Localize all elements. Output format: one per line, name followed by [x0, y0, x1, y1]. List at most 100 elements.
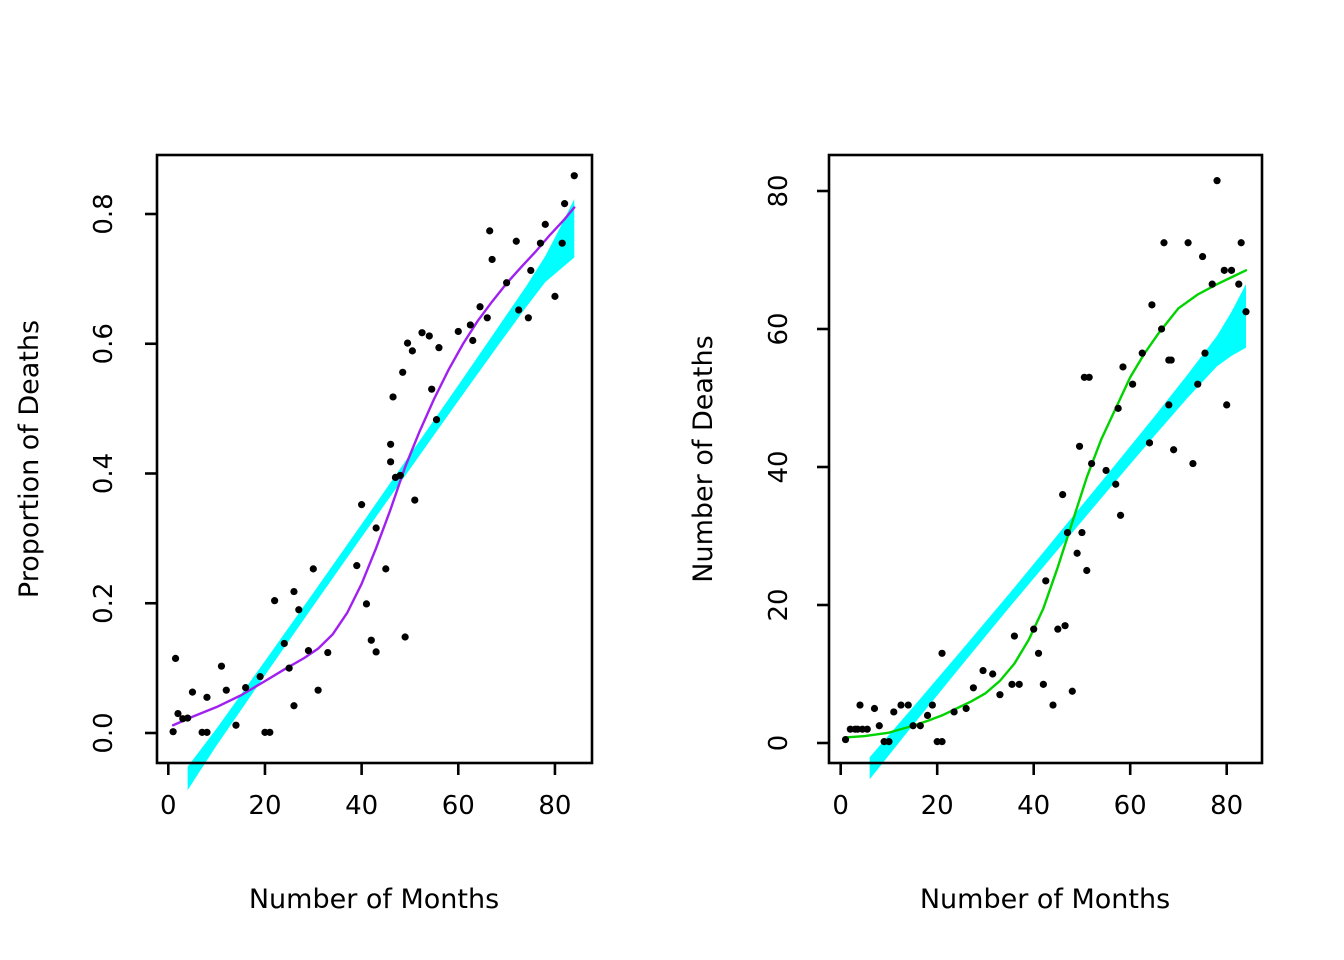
data-point	[1170, 446, 1178, 454]
x-tick-label: 40	[1017, 791, 1050, 821]
data-point	[1194, 380, 1202, 388]
data-point	[1223, 401, 1231, 409]
data-point	[1054, 625, 1062, 633]
data-point	[353, 562, 361, 570]
data-point	[399, 368, 407, 376]
data-point	[271, 597, 279, 605]
data-point	[904, 701, 912, 709]
x-tick-label: 20	[921, 791, 954, 821]
data-point	[885, 738, 893, 746]
data-point	[1227, 266, 1236, 274]
data-point	[396, 471, 404, 480]
left-y-axis-title: Proportion of Deaths	[14, 320, 45, 598]
data-point	[890, 708, 898, 716]
x-tick-label: 20	[248, 791, 281, 821]
left-panel: 0 20 40 60 80 0.0 0.2 0.4 0.6 0.8 Number of Month…	[14, 153, 594, 915]
data-point	[188, 688, 197, 696]
data-point	[1201, 349, 1209, 357]
data-point	[217, 662, 226, 670]
data-point	[1213, 177, 1221, 185]
data-point	[432, 416, 441, 424]
data-point	[290, 587, 298, 596]
data-point	[1198, 252, 1207, 261]
x-tick-label: 80	[538, 791, 571, 821]
data-point	[916, 722, 924, 730]
data-point	[1063, 528, 1072, 537]
x-tick-label: 60	[1114, 791, 1147, 821]
data-point	[1030, 625, 1038, 633]
data-point	[1010, 632, 1019, 640]
data-point	[570, 172, 578, 180]
data-point	[1148, 301, 1156, 309]
y-tick-label: 0.0	[89, 712, 119, 753]
data-point	[1075, 442, 1084, 450]
data-point	[372, 524, 380, 532]
data-point	[1242, 308, 1250, 316]
smooth-fit	[844, 269, 1248, 739]
data-point	[372, 648, 380, 656]
right-y-axis-title: Number of Deaths	[688, 335, 719, 582]
data-point	[358, 501, 366, 509]
data-point	[1083, 566, 1091, 575]
data-point	[541, 220, 549, 228]
left-plot-area: 0 20 40 60 80 0.0 0.2 0.4 0.6 0.8	[89, 153, 594, 821]
data-point	[856, 701, 864, 709]
data-point	[387, 458, 395, 466]
data-point	[171, 654, 180, 662]
data-point	[1102, 466, 1110, 475]
data-point	[1068, 687, 1076, 695]
data-point	[938, 649, 946, 657]
data-point	[362, 600, 371, 608]
data-point	[1235, 280, 1243, 288]
data-point	[938, 738, 946, 746]
data-point	[1189, 459, 1197, 468]
data-point	[1167, 356, 1175, 364]
data-point	[408, 347, 416, 355]
data-point	[428, 385, 436, 393]
data-point	[256, 672, 264, 681]
y-tick-label: 20	[764, 588, 794, 621]
data-point	[389, 393, 397, 401]
data-point	[1061, 622, 1069, 630]
data-point	[1073, 549, 1081, 557]
data-point	[425, 332, 433, 340]
data-point	[469, 336, 477, 345]
data-point	[909, 722, 917, 730]
x-tick-label: 0	[832, 791, 849, 821]
y-tick-label: 0.6	[89, 323, 119, 364]
data-point	[304, 647, 313, 655]
data-point	[1114, 404, 1122, 412]
data-point	[285, 664, 293, 672]
data-point	[1034, 649, 1043, 657]
y-tick-label: 40	[764, 450, 794, 483]
data-point	[309, 565, 317, 573]
data-point	[242, 683, 250, 692]
x-tick-label: 0	[160, 791, 177, 821]
data-point	[558, 239, 566, 247]
data-point	[524, 314, 532, 322]
data-point	[875, 722, 883, 730]
data-point	[1129, 380, 1137, 388]
data-point	[454, 327, 462, 336]
y-tick-label: 60	[764, 312, 794, 345]
data-point	[1059, 491, 1067, 499]
data-point	[863, 725, 871, 733]
data-point	[1160, 239, 1168, 247]
data-point	[1184, 239, 1192, 247]
data-point	[1237, 239, 1245, 247]
linear-fit-confidence-band	[187, 199, 575, 791]
data-point	[1165, 401, 1173, 409]
data-point	[1078, 528, 1086, 537]
data-point	[551, 292, 559, 300]
data-point	[169, 728, 177, 736]
data-point	[280, 639, 288, 648]
data-point	[466, 321, 474, 329]
data-point	[1042, 577, 1050, 585]
data-point	[989, 670, 997, 678]
data-point	[1157, 325, 1166, 333]
data-point	[1008, 680, 1016, 688]
data-point	[527, 266, 535, 275]
data-point	[1015, 680, 1023, 688]
data-point	[923, 711, 932, 720]
x-tick-label: 80	[1210, 791, 1243, 821]
